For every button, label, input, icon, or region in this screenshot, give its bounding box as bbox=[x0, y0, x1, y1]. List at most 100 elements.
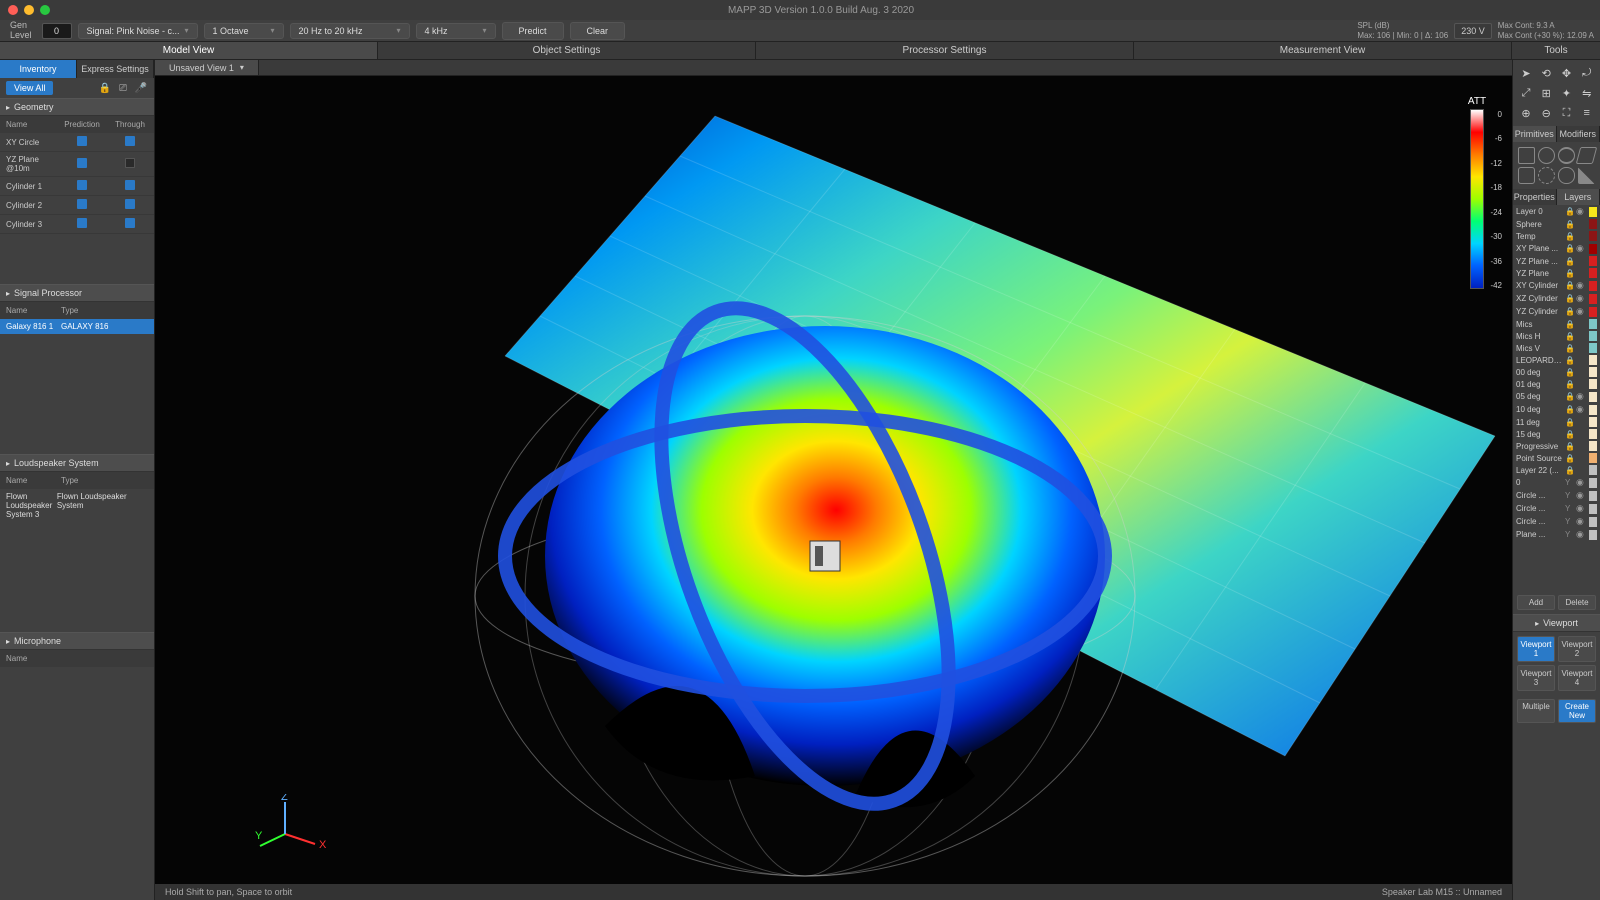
layer-color-swatch[interactable] bbox=[1589, 417, 1597, 427]
lock-icon[interactable]: 🔒 bbox=[1565, 442, 1573, 451]
mirror-icon[interactable]: ⇋ bbox=[1578, 84, 1596, 102]
octave-select[interactable]: 1 Octave bbox=[204, 23, 284, 39]
layer-row[interactable]: Circle ...Y◉ bbox=[1513, 515, 1600, 528]
layer-color-swatch[interactable] bbox=[1589, 268, 1597, 278]
layer-color-swatch[interactable] bbox=[1589, 331, 1597, 341]
layer-row[interactable]: Circle ...Y◉ bbox=[1513, 502, 1600, 515]
pointer-icon[interactable]: ➤ bbox=[1517, 64, 1535, 82]
signal-processor-header[interactable]: Signal Processor bbox=[0, 284, 154, 302]
layer-color-swatch[interactable] bbox=[1589, 281, 1597, 291]
layer-row[interactable]: YZ Plane🔒 bbox=[1513, 267, 1600, 279]
geometry-row[interactable]: XY Circle bbox=[0, 133, 154, 152]
viewport-button-4[interactable]: Viewport 4 bbox=[1558, 665, 1596, 691]
layer-row[interactable]: YZ Plane ...🔒 bbox=[1513, 255, 1600, 267]
through-checkbox[interactable] bbox=[125, 180, 135, 190]
cube-icon[interactable] bbox=[1518, 147, 1535, 164]
layer-color-swatch[interactable] bbox=[1589, 256, 1597, 266]
layer-color-swatch[interactable] bbox=[1589, 530, 1597, 540]
geometry-row[interactable]: Cylinder 3 bbox=[0, 215, 154, 234]
signal-select[interactable]: Signal: Pink Noise - c... bbox=[78, 23, 198, 39]
layer-color-swatch[interactable] bbox=[1589, 319, 1597, 329]
view-tab-model-view[interactable]: Model View bbox=[0, 42, 378, 59]
close-icon[interactable] bbox=[8, 5, 18, 15]
left-tab-express-settings[interactable]: Express Settings bbox=[77, 60, 154, 78]
lock-icon[interactable]: 🔒 bbox=[1565, 244, 1573, 253]
visibility-icon[interactable]: ◉ bbox=[1576, 477, 1586, 488]
visibility-icon[interactable]: ◉ bbox=[1576, 503, 1586, 514]
layer-row[interactable]: 15 deg🔒 bbox=[1513, 428, 1600, 440]
lock-icon[interactable]: 🔒 bbox=[1565, 281, 1573, 290]
layer-row[interactable]: YZ Cylinder🔒◉ bbox=[1513, 305, 1600, 318]
prediction-checkbox[interactable] bbox=[77, 180, 87, 190]
layer-row[interactable]: XY Plane ...🔒◉ bbox=[1513, 242, 1600, 255]
layer-color-swatch[interactable] bbox=[1589, 244, 1597, 254]
layer-row[interactable]: XY Cylinder🔒◉ bbox=[1513, 279, 1600, 292]
viewport-tab[interactable]: Unsaved View 1▾ bbox=[155, 60, 259, 75]
prediction-checkbox[interactable] bbox=[77, 218, 87, 228]
lock-icon[interactable]: 🔒 bbox=[1565, 207, 1573, 216]
maximize-icon[interactable] bbox=[40, 5, 50, 15]
visibility-icon[interactable]: ◉ bbox=[1576, 404, 1586, 415]
prediction-checkbox[interactable] bbox=[77, 199, 87, 209]
menu-icon[interactable]: ≡ bbox=[1578, 104, 1596, 122]
orbit-icon[interactable]: ⟲ bbox=[1537, 64, 1555, 82]
create-viewport-button[interactable]: Create New bbox=[1558, 699, 1596, 723]
layer-row[interactable]: Mics H🔒 bbox=[1513, 330, 1600, 342]
cylinder-icon[interactable] bbox=[1558, 147, 1575, 164]
add-layer-button[interactable]: Add bbox=[1517, 595, 1555, 610]
layer-color-swatch[interactable] bbox=[1589, 392, 1597, 402]
lock-icon[interactable]: 🔒 bbox=[1565, 454, 1573, 463]
tab-modifiers[interactable]: Modifiers bbox=[1557, 126, 1600, 142]
rect-icon[interactable] bbox=[1518, 167, 1535, 184]
layer-row[interactable]: 05 deg🔒◉ bbox=[1513, 390, 1600, 403]
visibility-icon[interactable]: ◉ bbox=[1576, 280, 1586, 291]
layer-row[interactable]: Sphere🔒 bbox=[1513, 218, 1600, 230]
layer-color-swatch[interactable] bbox=[1589, 343, 1597, 353]
lock-icon[interactable]: Y bbox=[1565, 517, 1573, 526]
lock-icon[interactable]: 🔒 bbox=[1565, 269, 1573, 278]
plane-icon[interactable] bbox=[1576, 147, 1598, 164]
visibility-icon[interactable]: ◉ bbox=[1576, 243, 1586, 254]
layer-color-swatch[interactable] bbox=[1589, 405, 1597, 415]
viewport-button-2[interactable]: Viewport 2 bbox=[1558, 636, 1596, 662]
layer-row[interactable]: 00 deg🔒 bbox=[1513, 366, 1600, 378]
layer-color-swatch[interactable] bbox=[1589, 219, 1597, 229]
fit-icon[interactable]: ⛶ bbox=[1558, 104, 1576, 122]
circle-icon[interactable] bbox=[1538, 167, 1555, 184]
lock-icon[interactable]: Y bbox=[1565, 478, 1573, 487]
line-icon[interactable] bbox=[1578, 167, 1595, 184]
lock-icon[interactable]: 🔒 bbox=[1565, 356, 1573, 365]
layer-color-swatch[interactable] bbox=[1589, 429, 1597, 439]
lock-icon[interactable]: 🔒 bbox=[1565, 405, 1573, 414]
lock-icon[interactable]: 🔒 bbox=[1565, 257, 1573, 266]
layer-row[interactable]: Layer 22 (...🔒 bbox=[1513, 464, 1600, 476]
zoom-out-icon[interactable]: ⊖ bbox=[1537, 104, 1555, 122]
layer-row[interactable]: 11 deg🔒 bbox=[1513, 416, 1600, 428]
visibility-icon[interactable]: ◉ bbox=[1576, 516, 1586, 527]
tab-properties[interactable]: Properties bbox=[1513, 189, 1557, 205]
through-checkbox[interactable] bbox=[125, 218, 135, 228]
layer-row[interactable]: 01 deg🔒 bbox=[1513, 378, 1600, 390]
visibility-icon[interactable]: ◉ bbox=[1576, 529, 1586, 540]
layer-color-swatch[interactable] bbox=[1589, 517, 1597, 527]
lock-icon[interactable]: 🔒 bbox=[1565, 380, 1573, 389]
lock-icon[interactable]: 🔒 bbox=[1565, 466, 1573, 475]
tab-primitives[interactable]: Primitives bbox=[1513, 126, 1557, 142]
viewport-button-1[interactable]: Viewport 1 bbox=[1517, 636, 1555, 662]
layer-color-swatch[interactable] bbox=[1589, 231, 1597, 241]
tab-layers[interactable]: Layers bbox=[1557, 189, 1600, 205]
geometry-row[interactable]: YZ Plane @10m bbox=[0, 152, 154, 177]
freq-select[interactable]: 4 kHz bbox=[416, 23, 496, 39]
lock-icon[interactable]: 🔒 bbox=[1565, 392, 1573, 401]
prediction-checkbox[interactable] bbox=[77, 136, 87, 146]
layer-color-swatch[interactable] bbox=[1589, 307, 1597, 317]
lock-icon[interactable]: 🔒 bbox=[1565, 418, 1573, 427]
through-checkbox[interactable] bbox=[125, 158, 135, 168]
layer-color-swatch[interactable] bbox=[1589, 491, 1597, 501]
filter-icon[interactable]: ⎚ bbox=[116, 81, 130, 95]
lock-icon[interactable]: 🔒 bbox=[1565, 307, 1573, 316]
scale-icon[interactable]: ⤢ bbox=[1517, 84, 1535, 102]
lock-icon[interactable]: 🔒 bbox=[1565, 368, 1573, 377]
visibility-icon[interactable]: ◉ bbox=[1576, 306, 1586, 317]
layer-color-swatch[interactable] bbox=[1589, 367, 1597, 377]
